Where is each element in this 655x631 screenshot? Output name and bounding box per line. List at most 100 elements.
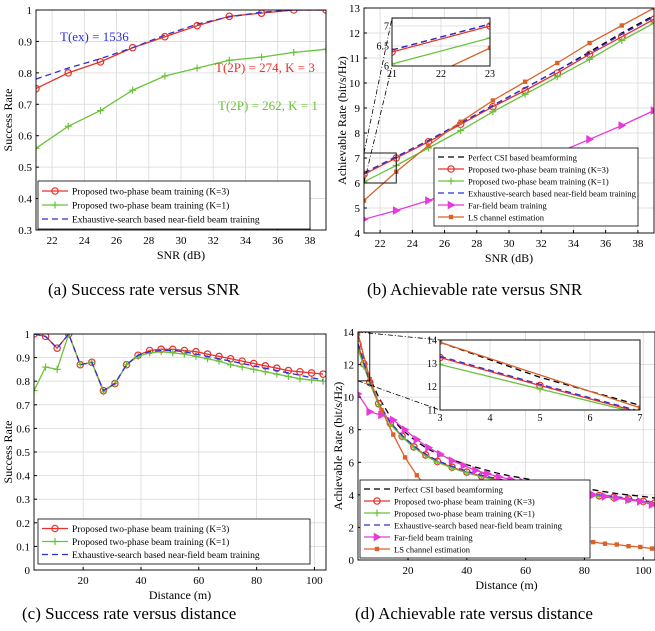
series-1-point-12: [169, 349, 177, 357]
x-tick-label-1: 40: [461, 565, 473, 577]
x-tick-label-2: 60: [193, 575, 205, 587]
series-0-line: [358, 333, 655, 499]
plot-area: [34, 334, 326, 396]
y-tick-label-4: 8: [349, 425, 355, 437]
legend-item-3-label: Exhaustive-search based near-field beam …: [468, 189, 637, 199]
series-2-point-9: [650, 19, 654, 27]
y-tick-label-4: 0.7: [18, 99, 32, 111]
y-tick-label-6: 10: [349, 78, 361, 90]
y-tick-label-10: 1: [25, 329, 31, 341]
series-0-point-2: [96, 58, 105, 66]
inset-series-4-point-1: [637, 451, 643, 458]
series-2-point-10: [463, 469, 471, 477]
series-4-point-22: [613, 493, 622, 503]
inset-series-2-point-0: [440, 361, 444, 368]
series-2-point-6: [553, 73, 561, 81]
series-1-point-1: [64, 122, 72, 130]
x-tick-label-2: 26: [111, 235, 123, 247]
series-4-point-4: [401, 425, 410, 435]
inset-series-5-point-1: [487, 45, 490, 51]
x-tick-label-8: 38: [632, 238, 644, 250]
inset-x-tick-label-2: 23: [485, 69, 495, 80]
chart-achievable-rate-vs-snr: 22 24 26 28 30 32 34 36 38 4 5 6 7 8 9 10 11 12 13 SNR (dB)…: [335, 3, 655, 265]
series-2-point-0: [358, 345, 362, 353]
plot-area: [36, 10, 326, 152]
legend-item-5-label: LS channel estimation: [468, 213, 545, 223]
series-5-point-2: [379, 407, 384, 413]
y-tick-label-2: 4: [349, 490, 355, 502]
series-1-point-0: [36, 144, 40, 152]
inset-y-tick-label-2: 7: [384, 22, 389, 33]
series-4-point-21: [601, 492, 610, 501]
series-5-point-0: [364, 198, 367, 203]
legend-item-2-label: Proposed two-phase beam training (K=1): [468, 177, 609, 187]
series-5-point-5: [414, 473, 420, 478]
y-axis-label: Achievable Rate (bit/s/Hz): [331, 382, 345, 511]
y-tick-label-7: 14: [343, 327, 355, 339]
series-0-point-1: [41, 334, 50, 341]
x-tick-label-7: 36: [600, 238, 612, 250]
legend-item-4-marker: [447, 200, 456, 210]
y-tick-label-3: 0.3: [16, 494, 30, 506]
series-1-point-2: [53, 365, 61, 373]
legend-box: [359, 479, 591, 559]
x-axis-label: Distance (m): [475, 578, 537, 592]
legend-item-4-marker: [373, 532, 382, 542]
series-1-point-8: [123, 361, 131, 369]
y-tick-label-1: 0.4: [18, 194, 32, 206]
series-4-point-20: [589, 490, 598, 500]
caption-a: (a) Success rate versus SNR: [48, 280, 240, 299]
annotation-0: T(ex) = 1536: [60, 29, 129, 44]
series-4-point-12: [495, 472, 504, 482]
y-axis-label: Achievable Rate (bit/s/Hz): [335, 56, 349, 185]
series-4-point-1: [366, 407, 375, 417]
series-2-point-9: [448, 464, 456, 472]
zoom-connector-bottom: [357, 380, 441, 411]
y-tick-label-1: 5: [355, 203, 361, 215]
y-tick-label-5: 0.8: [18, 68, 32, 80]
series-5-point-2: [426, 143, 431, 148]
series-0-point-3: [128, 43, 137, 52]
x-tick-label-6: 34: [240, 235, 252, 247]
x-tick-label-8: 38: [304, 235, 316, 247]
series-1-point-3: [65, 334, 73, 338]
inset-series-2-point-1: [536, 385, 544, 393]
x-tick-label-1: 40: [135, 575, 147, 587]
legend-item-1-label: Proposed two-phase beam training (K=3): [394, 497, 535, 507]
series-3-line: [364, 16, 654, 174]
annotation-2: T(2P) = 262, K = 1: [218, 98, 318, 113]
legend-item-5-marker: [374, 546, 380, 552]
series-0-point-6: [225, 12, 234, 21]
series-1-point-11: [157, 348, 165, 356]
series-0-point-24: [307, 369, 316, 377]
inset-y-tick-label-3: 14: [427, 336, 437, 347]
series-4-point-7: [586, 134, 595, 144]
x-tick-label-4: 30: [504, 238, 516, 250]
x-tick-label-7: 36: [272, 235, 284, 247]
y-tick-label-3: 6: [349, 457, 355, 469]
series-1-point-0: [364, 170, 368, 179]
x-tick-label-3: 80: [251, 575, 263, 587]
inset-frame: [439, 339, 641, 411]
series-1-point-2: [96, 107, 104, 115]
zoom-connector-top: [363, 17, 393, 154]
legend-item-1-label: Proposed two-phase beam training (K=1): [72, 201, 229, 212]
series-1-point-7: [258, 53, 266, 61]
x-tick-label-5: 32: [208, 235, 219, 247]
chart-success-rate-vs-snr: 22 24 26 28 30 32 34 36 38 0.3 0.4 0.5 0.6 0.7 0.8 0.9 1…: [1, 5, 327, 262]
legend-item-0-label: Proposed two-phase beam training (K=3): [72, 524, 229, 535]
series-0-point-5: [193, 21, 201, 30]
series-5-point-6: [555, 60, 560, 66]
series-0-point-2: [53, 344, 61, 352]
inset-series-2-point-1: [486, 34, 490, 42]
series-1-point-22: [284, 372, 292, 380]
inset-series-2-point-0: [392, 60, 396, 66]
series-4-point-25: [648, 500, 655, 509]
series-5-point-21: [602, 541, 608, 546]
series-4-point-10: [472, 466, 481, 475]
y-tick-label-3: 7: [355, 153, 361, 165]
y-tick-label-6: 12: [343, 360, 354, 372]
x-tick-label-3: 28: [143, 235, 155, 247]
series-0-point-0: [36, 84, 40, 93]
